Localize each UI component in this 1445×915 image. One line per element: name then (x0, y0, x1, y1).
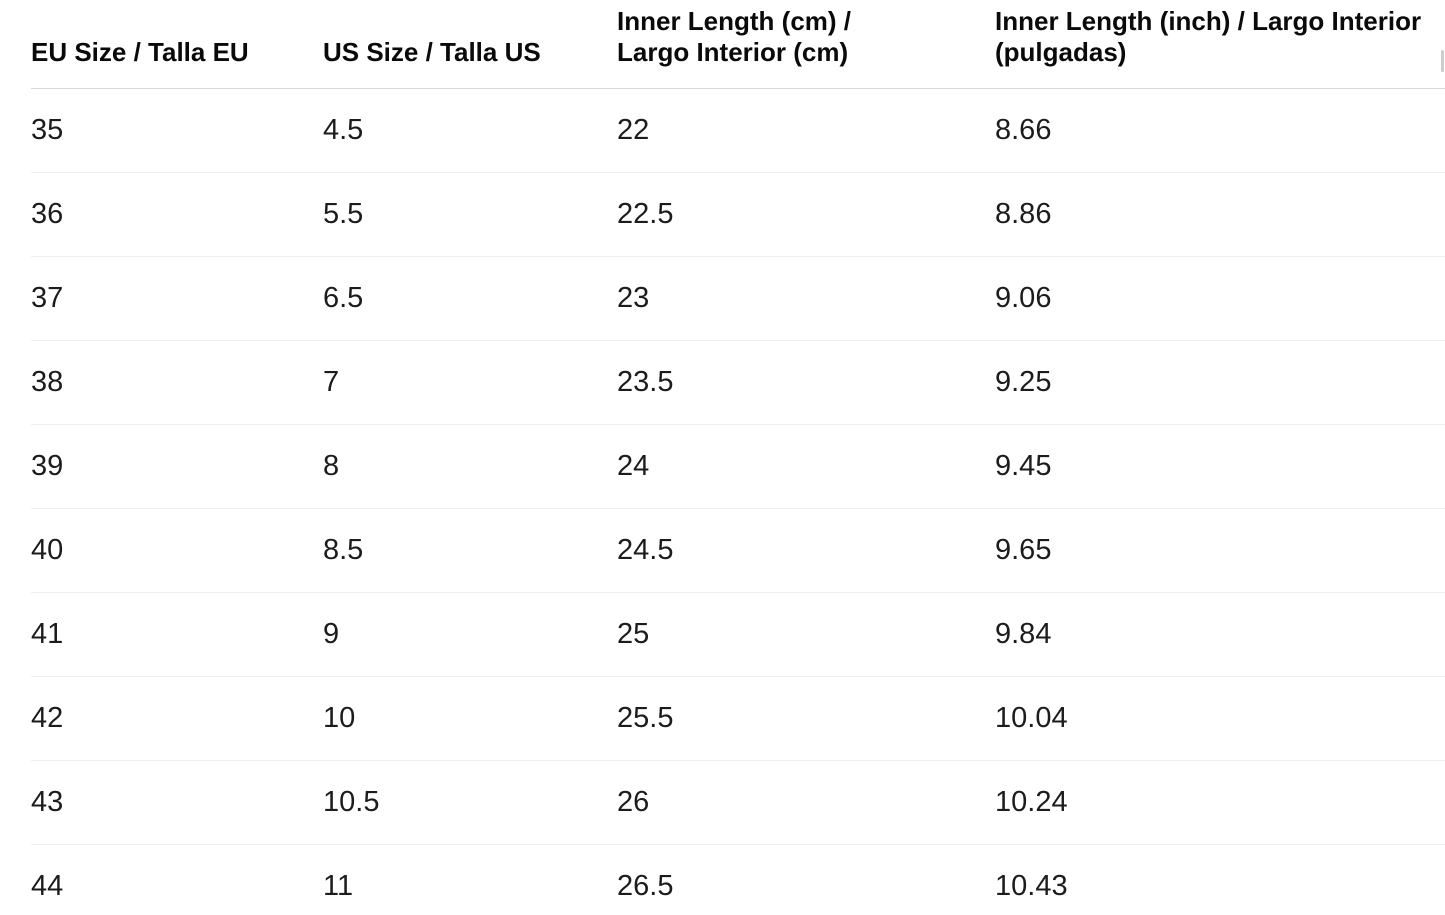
table-row: 43 10.5 26 10.24 (31, 760, 1445, 845)
table-cell: 8.66 (995, 88, 1445, 173)
table-cell: 41 (31, 592, 323, 677)
table-cell: 22.5 (617, 172, 995, 257)
table-cell: 8.86 (995, 172, 1445, 257)
table-cell: 11 (323, 844, 617, 915)
table-cell: 9.45 (995, 424, 1445, 509)
table-cell: 37 (31, 256, 323, 341)
table-cell: 9.06 (995, 256, 1445, 341)
table-cell: 8 (323, 424, 617, 509)
header-inner-length-inch: Inner Length (inch) / Largo Interior (pu… (995, 0, 1445, 89)
table-cell: 9.84 (995, 592, 1445, 677)
table-cell: 38 (31, 340, 323, 425)
size-chart-container: EU Size / Talla EU US Size / Talla US In… (31, 0, 1445, 915)
table-cell: 7 (323, 340, 617, 425)
table-cell: 44 (31, 844, 323, 915)
table-cell: 23.5 (617, 340, 995, 425)
table-cell: 26 (617, 760, 995, 845)
size-chart-table: EU Size / Talla EU US Size / Talla US In… (31, 0, 1445, 915)
size-table-body: 35 4.5 22 8.66 36 5.5 22.5 8.86 37 6.5 23 9.06 38 7 23… (31, 88, 1445, 915)
header-us-size: US Size / Talla US (323, 0, 617, 89)
table-cell: 26.5 (617, 844, 995, 915)
table-cell: 6.5 (323, 256, 617, 341)
table-cell: 40 (31, 508, 323, 593)
table-row: 35 4.5 22 8.66 (31, 88, 1445, 173)
table-cell: 22 (617, 88, 995, 173)
table-cell: 43 (31, 760, 323, 845)
table-cell: 25 (617, 592, 995, 677)
table-row: 44 11 26.5 10.43 (31, 844, 1445, 915)
table-cell: 23 (617, 256, 995, 341)
table-row: 40 8.5 24.5 9.65 (31, 508, 1445, 593)
table-cell: 35 (31, 88, 323, 173)
table-cell: 4.5 (323, 88, 617, 173)
header-inner-length-cm: Inner Length (cm) / Largo Interior (cm) (617, 0, 995, 89)
table-cell: 24 (617, 424, 995, 509)
table-row: 37 6.5 23 9.06 (31, 256, 1445, 341)
table-header: EU Size / Talla EU US Size / Talla US In… (31, 0, 1445, 89)
header-row: EU Size / Talla EU US Size / Talla US In… (31, 0, 1445, 89)
table-cell: 42 (31, 676, 323, 761)
table-row: 36 5.5 22.5 8.86 (31, 172, 1445, 257)
table-row: 38 7 23.5 9.25 (31, 340, 1445, 425)
table-cell: 10.5 (323, 760, 617, 845)
table-cell: 9.65 (995, 508, 1445, 593)
table-cell: 10.24 (995, 760, 1445, 845)
vertical-scrollbar-thumb[interactable] (1441, 50, 1444, 72)
table-cell: 8.5 (323, 508, 617, 593)
table-cell: 24.5 (617, 508, 995, 593)
table-cell: 10.43 (995, 844, 1445, 915)
table-row: 42 10 25.5 10.04 (31, 676, 1445, 761)
table-cell: 10 (323, 676, 617, 761)
table-cell: 5.5 (323, 172, 617, 257)
table-cell: 39 (31, 424, 323, 509)
table-cell: 10.04 (995, 676, 1445, 761)
table-cell: 25.5 (617, 676, 995, 761)
table-row: 41 9 25 9.84 (31, 592, 1445, 677)
table-cell: 9.25 (995, 340, 1445, 425)
table-cell: 9 (323, 592, 617, 677)
table-row: 39 8 24 9.45 (31, 424, 1445, 509)
table-cell: 36 (31, 172, 323, 257)
header-eu-size: EU Size / Talla EU (31, 0, 323, 89)
